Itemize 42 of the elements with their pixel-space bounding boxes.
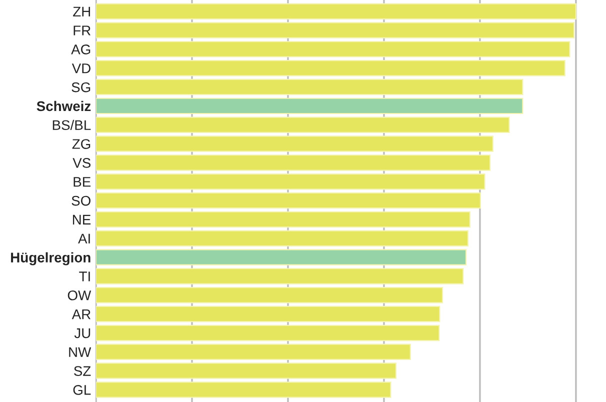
bar — [96, 78, 524, 96]
y-tick-label: FR — [74, 26, 90, 36]
bar — [96, 306, 440, 322]
bar — [96, 249, 467, 266]
y-tick-label: BS/BL — [52, 120, 91, 130]
y-tick-label: VD — [72, 64, 90, 74]
bar — [96, 60, 566, 76]
y-tick-label: ZG — [72, 139, 90, 149]
bar — [96, 286, 444, 304]
y-tick-label: NE — [72, 214, 91, 224]
y-tick-label: AI — [78, 234, 90, 244]
bar — [96, 98, 524, 114]
y-tick-label: TI — [79, 272, 90, 282]
bar — [96, 362, 397, 379]
y-tick-label: Hügelregion — [11, 252, 90, 266]
y-tick-label: SZ — [74, 366, 91, 376]
y-tick-label: JU — [74, 328, 90, 338]
y-tick-label: Schweiz — [36, 100, 91, 112]
bar — [96, 154, 491, 171]
y-tick-label: VS — [72, 158, 90, 168]
bar — [96, 192, 481, 209]
y-tick-label: ZH — [73, 6, 90, 16]
bar — [96, 41, 570, 58]
bar — [96, 173, 486, 190]
y-tick-label: AR — [72, 310, 90, 320]
y-tick-label: BE — [74, 177, 91, 187]
bar — [96, 22, 575, 38]
y-tick-label: OW — [68, 290, 92, 300]
y-tick-label: SG — [72, 82, 90, 92]
bar — [96, 3, 576, 20]
y-tick-label: NW — [69, 347, 92, 357]
bar — [96, 211, 470, 228]
bar — [96, 344, 411, 360]
bar — [96, 230, 469, 246]
y-tick-label: SO — [72, 196, 90, 206]
bar — [96, 136, 494, 152]
bar — [96, 382, 392, 398]
y-tick-label: GL — [73, 385, 91, 395]
y-tick-label: AG — [71, 44, 90, 54]
bar — [96, 324, 440, 342]
bar — [96, 116, 510, 133]
bar — [96, 268, 464, 284]
